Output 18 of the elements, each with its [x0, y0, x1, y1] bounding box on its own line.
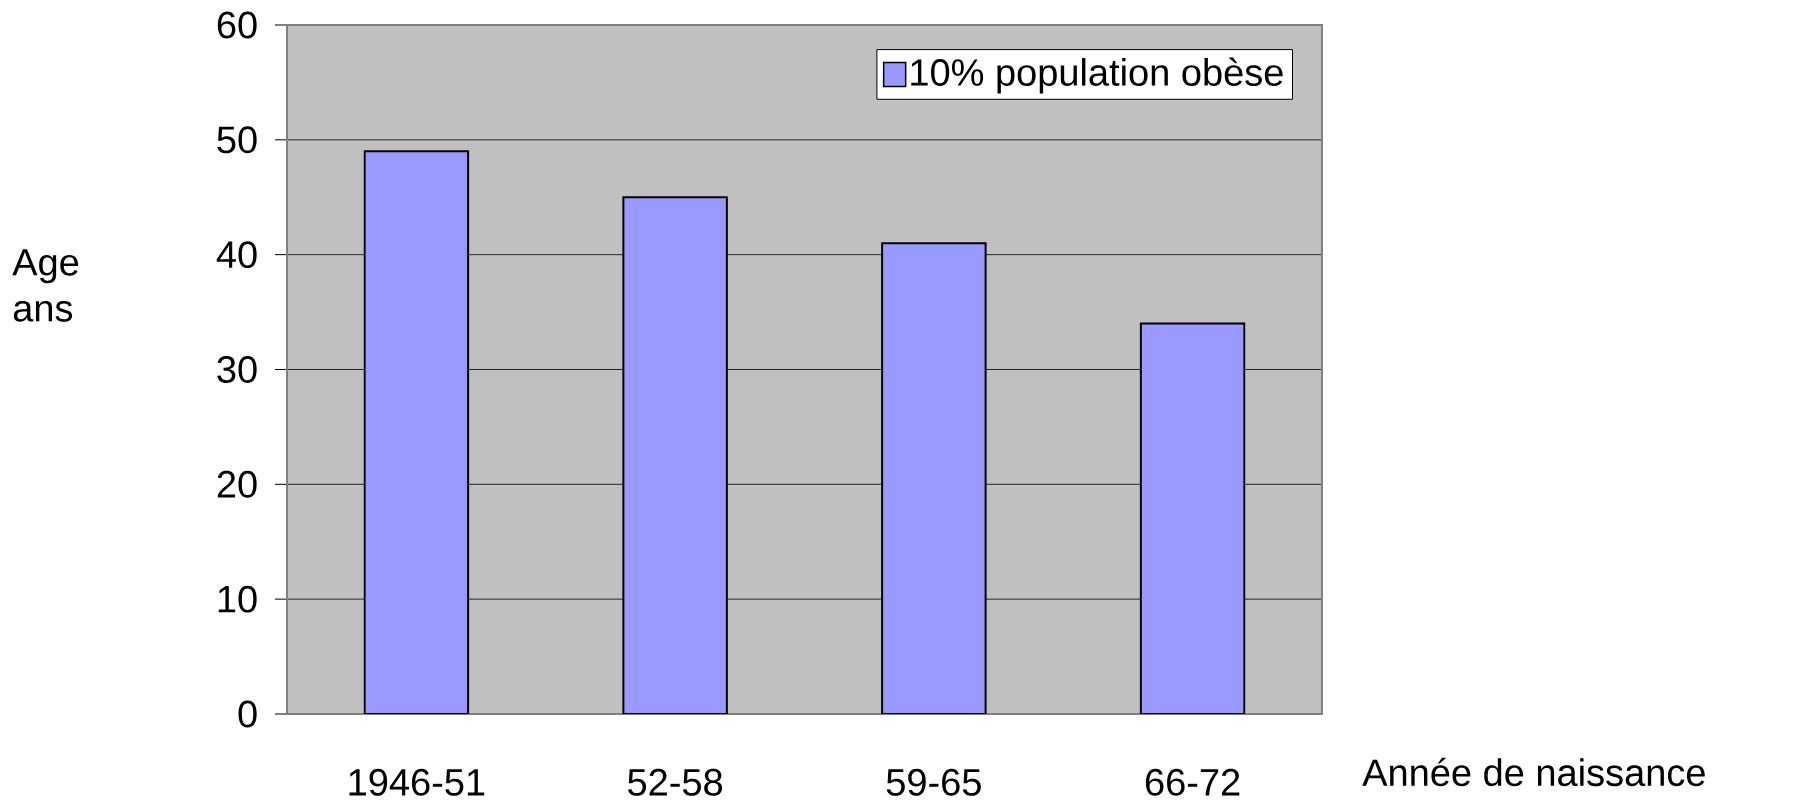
y-tick-label: 20: [217, 470, 257, 498]
bar: [363, 150, 470, 714]
legend-label: 10% population obèse: [911, 57, 1283, 94]
y-axis-title: Age ans: [12, 249, 79, 322]
y-tick-label: 40: [216, 241, 257, 269]
y-tick-label: 60: [217, 11, 257, 39]
y-tick-label: 50: [217, 126, 257, 154]
bar: [881, 242, 987, 714]
x-axis-title: Année de naissance: [1362, 757, 1705, 787]
y-tick-label: 0: [238, 700, 257, 728]
x-tick-label: 66-72: [1145, 768, 1240, 796]
x-tick-label: 59-65: [886, 768, 981, 796]
x-tick-label: 1946-51: [349, 768, 485, 796]
y-tick-label: 30: [217, 356, 257, 383]
bar: [1139, 322, 1246, 714]
bar: [622, 196, 728, 714]
x-tick-label: 52-58: [628, 768, 723, 796]
y-tick-label: 10: [218, 585, 257, 613]
